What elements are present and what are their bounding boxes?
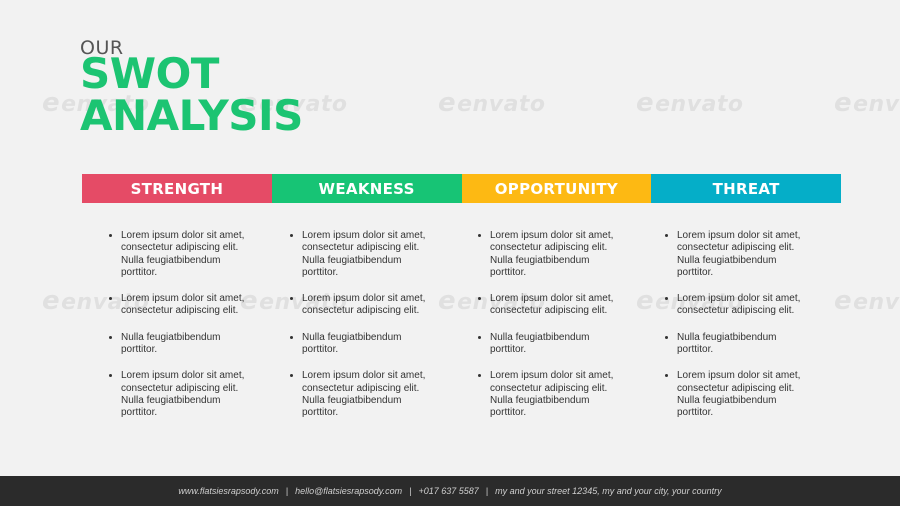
opportunity-column: Lorem ipsum dolor sit amet, consectetur … bbox=[476, 229, 626, 433]
weakness-list: Lorem ipsum dolor sit amet, consectetur … bbox=[288, 229, 438, 420]
envato-watermark: eenvato bbox=[834, 286, 900, 316]
threat-header: THREAT bbox=[651, 174, 841, 203]
swot-header-row: STRENGTH WEAKNESS OPPORTUNITY THREAT bbox=[82, 174, 841, 203]
list-item: Lorem ipsum dolor sit amet, consectetur … bbox=[490, 369, 626, 419]
list-item: Lorem ipsum dolor sit amet, consectetur … bbox=[302, 292, 438, 318]
list-item: Lorem ipsum dolor sit amet, consectetur … bbox=[121, 369, 257, 419]
list-item: Nulla feugiatbibendum porttitor. bbox=[121, 331, 257, 357]
envato-watermark: eenvato bbox=[438, 88, 546, 118]
pretitle: OUR bbox=[80, 37, 124, 59]
list-item: Nulla feugiatbibendum porttitor. bbox=[490, 331, 626, 357]
list-item: Lorem ipsum dolor sit amet, consectetur … bbox=[677, 229, 813, 279]
opportunity-list: Lorem ipsum dolor sit amet, consectetur … bbox=[476, 229, 626, 420]
footer-bar: www.flatsiesrapsody.com | hello@flatsies… bbox=[0, 476, 900, 506]
list-item: Lorem ipsum dolor sit amet, consectetur … bbox=[302, 229, 438, 279]
list-item: Lorem ipsum dolor sit amet, consectetur … bbox=[121, 292, 257, 318]
list-item: Nulla feugiatbibendum porttitor. bbox=[302, 331, 438, 357]
footer-separator: | bbox=[285, 486, 289, 496]
footer-separator: | bbox=[409, 486, 412, 496]
footer-website[interactable]: www.flatsiesrapsody.com bbox=[178, 486, 279, 496]
title-line-1: SWOT bbox=[80, 49, 219, 98]
list-item: Lorem ipsum dolor sit amet, consectetur … bbox=[490, 229, 626, 279]
footer-email[interactable]: hello@flatsiesrapsody.com bbox=[295, 486, 403, 496]
envato-watermark: eenvato bbox=[834, 88, 900, 118]
list-item: Nulla feugiatbibendum porttitor. bbox=[677, 331, 813, 357]
threat-list: Lorem ipsum dolor sit amet, consectetur … bbox=[663, 229, 813, 420]
weakness-header: WEAKNESS bbox=[271, 174, 462, 203]
page-title: SWOT ANALYSIS bbox=[80, 53, 303, 137]
opportunity-header: OPPORTUNITY bbox=[461, 174, 652, 203]
threat-column: Lorem ipsum dolor sit amet, consectetur … bbox=[663, 229, 813, 433]
footer-address: my and your street 12345, my and your ci… bbox=[495, 486, 722, 496]
list-item: Lorem ipsum dolor sit amet, consectetur … bbox=[490, 292, 626, 318]
list-item: Lorem ipsum dolor sit amet, consectetur … bbox=[121, 229, 257, 279]
list-item: Lorem ipsum dolor sit amet, consectetur … bbox=[677, 369, 813, 419]
envato-watermark: eenvato bbox=[636, 88, 744, 118]
strength-column: Lorem ipsum dolor sit amet, consectetur … bbox=[107, 229, 257, 433]
footer-phone: +017 637 5587 bbox=[418, 486, 479, 496]
title-line-2: ANALYSIS bbox=[80, 91, 303, 140]
strength-header: STRENGTH bbox=[82, 174, 272, 203]
weakness-column: Lorem ipsum dolor sit amet, consectetur … bbox=[288, 229, 438, 433]
list-item: Lorem ipsum dolor sit amet, consectetur … bbox=[677, 292, 813, 318]
strength-list: Lorem ipsum dolor sit amet, consectetur … bbox=[107, 229, 257, 420]
list-item: Lorem ipsum dolor sit amet, consectetur … bbox=[302, 369, 438, 419]
footer-separator: | bbox=[485, 486, 489, 496]
